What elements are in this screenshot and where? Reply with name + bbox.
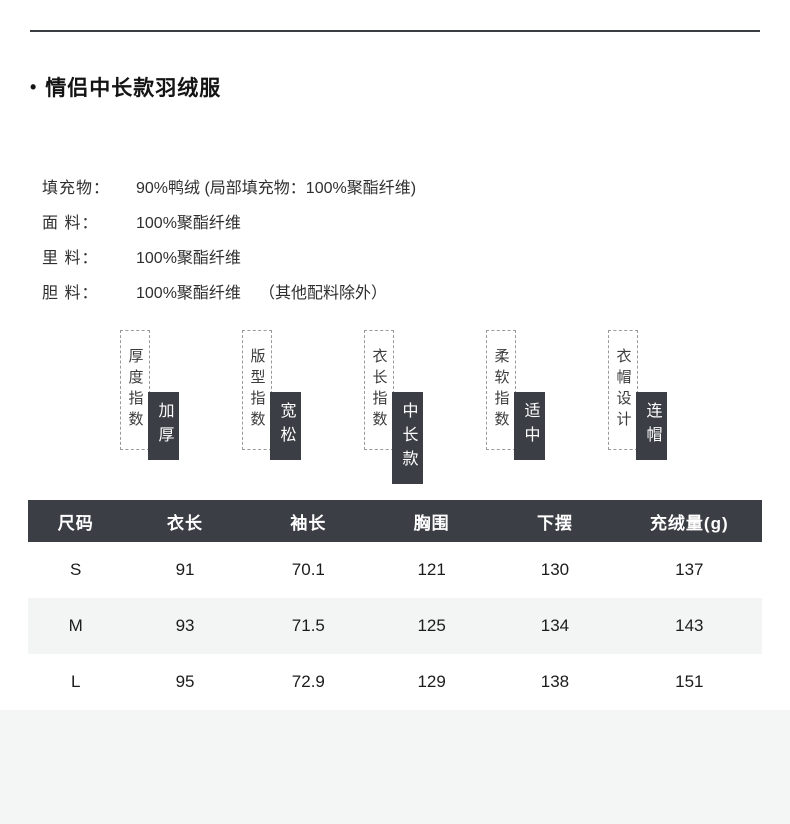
- top-divider: [30, 30, 760, 32]
- cell: 95: [175, 672, 195, 691]
- attribute-value-box: 适中: [514, 392, 545, 460]
- attribute-label: 版型指数: [248, 348, 266, 432]
- size-table: 尺码 衣长 袖长 胸围 下摆 充绒量(g) S 91 70.1 121 130 …: [28, 500, 762, 710]
- attribute-label-box: 版型指数: [242, 330, 272, 450]
- bullet-icon: •: [30, 76, 38, 97]
- cell: S: [70, 560, 82, 579]
- cell: 143: [675, 616, 704, 635]
- header-size: 尺码: [28, 500, 124, 542]
- cell: 130: [540, 560, 570, 579]
- attribute-value-box: 连帽: [636, 392, 667, 460]
- attribute-label-box: 衣长指数: [364, 330, 394, 450]
- size-table-header-row: 尺码 衣长 袖长 胸围 下摆 充绒量(g): [28, 500, 762, 542]
- cell: 134: [540, 616, 570, 635]
- material-note: （其他配料除外）: [258, 284, 387, 302]
- attribute-label-box: 厚度指数: [120, 330, 150, 450]
- material-row-shell: 面 料： 100%聚酯纤维: [42, 203, 760, 238]
- material-label: 里 料：: [42, 249, 99, 267]
- material-label: 填充物：: [42, 179, 111, 197]
- attribute-value: 宽松: [277, 402, 295, 450]
- attribute-value-box: 宽松: [270, 392, 301, 460]
- attribute-block-softness: 柔软指数 适中: [486, 330, 548, 495]
- cell: 70.1: [291, 560, 325, 579]
- cell: M: [68, 616, 83, 635]
- header-fill-weight: 充绒量(g): [616, 500, 762, 542]
- attribute-label: 厚度指数: [126, 348, 144, 432]
- attribute-block-hood: 衣帽设计 连帽: [608, 330, 670, 495]
- cell: 138: [540, 672, 570, 691]
- materials-list: 填充物： 90%鸭绒 (局部填充物：100%聚酯纤维) 面 料： 100%聚酯纤…: [42, 168, 760, 308]
- header-chest: 胸围: [370, 500, 494, 542]
- table-row-l: L 95 72.9 129 138 151: [28, 654, 762, 710]
- material-row-interlining: 胆 料： 100%聚酯纤维 （其他配料除外）: [42, 273, 760, 308]
- cell: 121: [417, 560, 446, 579]
- cell: 151: [675, 672, 704, 691]
- cell: 71.5: [291, 616, 325, 635]
- material-value: 100%聚酯纤维: [136, 214, 241, 232]
- cell: 93: [175, 616, 195, 635]
- cell: 125: [417, 616, 446, 635]
- cell: L: [70, 672, 81, 691]
- material-label: 胆 料：: [42, 284, 99, 302]
- header-garment-length: 衣长: [123, 500, 247, 542]
- table-row-m: M 93 71.5 125 134 143: [28, 598, 762, 654]
- material-value: 100%聚酯纤维: [136, 284, 241, 302]
- attribute-value: 中长款: [399, 402, 417, 474]
- attribute-index-row: 厚度指数 加厚 版型指数 宽松 衣长指数 中长款 柔软指数: [0, 330, 790, 495]
- attribute-value: 连帽: [643, 402, 661, 450]
- cell: 129: [417, 672, 446, 691]
- attribute-label: 衣帽设计: [614, 348, 632, 432]
- page-title: • 情侣中长款羽绒服: [30, 72, 221, 102]
- attribute-block-fit: 版型指数 宽松: [242, 330, 304, 495]
- material-value: 100%聚酯纤维: [136, 249, 241, 267]
- cell: 137: [675, 560, 704, 579]
- cell: 72.9: [291, 672, 325, 691]
- material-row-lining: 里 料： 100%聚酯纤维: [42, 238, 760, 273]
- attribute-value: 适中: [521, 402, 539, 450]
- attribute-value: 加厚: [155, 402, 173, 450]
- attribute-label: 衣长指数: [370, 348, 388, 432]
- table-row-s: S 91 70.1 121 130 137: [28, 542, 762, 598]
- attribute-label: 柔软指数: [492, 348, 510, 432]
- attribute-label-box: 衣帽设计: [608, 330, 638, 450]
- attribute-block-length: 衣长指数 中长款: [364, 330, 426, 495]
- header-sleeve-length: 袖长: [246, 500, 370, 542]
- material-value: 90%鸭绒 (局部填充物：100%聚酯纤维): [136, 179, 417, 197]
- product-title-text: 情侣中长款羽绒服: [45, 77, 222, 100]
- material-label: 面 料：: [42, 214, 99, 232]
- material-row-filling: 填充物： 90%鸭绒 (局部填充物：100%聚酯纤维): [42, 168, 760, 203]
- cell: 91: [175, 560, 195, 579]
- attribute-block-thickness: 厚度指数 加厚: [120, 330, 182, 495]
- header-hem: 下摆: [493, 500, 617, 542]
- attribute-value-box: 加厚: [148, 392, 179, 460]
- attribute-value-box: 中长款: [392, 392, 423, 484]
- bottom-stripe: [0, 710, 790, 824]
- attribute-label-box: 柔软指数: [486, 330, 516, 450]
